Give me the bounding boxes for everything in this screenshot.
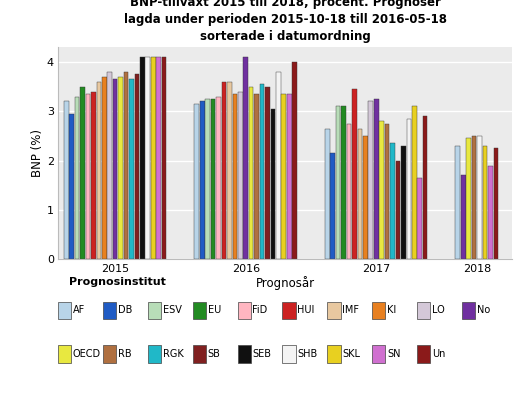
Bar <box>80 86 85 259</box>
Bar <box>494 148 498 259</box>
Bar <box>379 121 384 259</box>
Bar <box>216 97 221 259</box>
Bar <box>124 72 128 259</box>
Text: AF: AF <box>73 305 85 316</box>
Bar <box>238 92 242 259</box>
Bar <box>205 99 210 259</box>
Bar <box>156 57 161 259</box>
Bar <box>135 74 139 259</box>
Bar <box>281 94 286 259</box>
Bar <box>466 138 471 259</box>
Bar <box>293 62 297 259</box>
Bar <box>363 136 367 259</box>
X-axis label: Prognosår: Prognosår <box>256 276 315 290</box>
Bar <box>347 124 351 259</box>
Bar <box>357 129 362 259</box>
Bar <box>488 165 493 259</box>
Text: Prognosinstitut: Prognosinstitut <box>69 277 165 287</box>
Bar <box>287 94 291 259</box>
Bar <box>86 94 90 259</box>
Bar <box>227 82 232 259</box>
Bar <box>423 116 428 259</box>
Text: SEB: SEB <box>252 349 271 359</box>
Bar <box>385 124 389 259</box>
Text: No: No <box>477 305 490 316</box>
Text: LO: LO <box>432 305 445 316</box>
Text: SN: SN <box>387 349 401 359</box>
Bar <box>129 79 134 259</box>
Text: FiD: FiD <box>252 305 268 316</box>
Bar <box>331 153 335 259</box>
Bar <box>200 101 204 259</box>
Bar <box>270 109 275 259</box>
Bar <box>113 79 118 259</box>
Bar <box>140 57 145 259</box>
Bar <box>325 129 329 259</box>
Bar <box>461 176 466 259</box>
Bar <box>64 101 69 259</box>
Bar <box>418 178 422 259</box>
Text: RB: RB <box>118 349 131 359</box>
Text: IMF: IMF <box>342 305 359 316</box>
Bar <box>352 89 357 259</box>
Bar <box>395 161 400 259</box>
Bar <box>390 143 395 259</box>
Bar <box>102 77 107 259</box>
Text: SKL: SKL <box>342 349 360 359</box>
Bar <box>260 84 265 259</box>
Text: RGK: RGK <box>163 349 183 359</box>
Bar <box>75 97 79 259</box>
Text: ESV: ESV <box>163 305 182 316</box>
Bar <box>336 107 341 259</box>
Bar <box>146 57 150 259</box>
Bar <box>243 57 248 259</box>
Bar <box>412 107 417 259</box>
Bar <box>232 94 237 259</box>
Title: BNP-tillväxt 2015 till 2018, procent. Prognoser
lagda under perioden 2015-10-18 : BNP-tillväxt 2015 till 2018, procent. Pr… <box>124 0 447 43</box>
Bar <box>483 146 487 259</box>
Bar <box>118 77 123 259</box>
Bar <box>222 82 227 259</box>
Bar <box>401 146 406 259</box>
Bar <box>91 92 96 259</box>
Bar <box>369 101 373 259</box>
Bar <box>249 86 253 259</box>
Bar <box>477 136 482 259</box>
Bar <box>69 114 74 259</box>
Bar <box>456 146 460 259</box>
Bar <box>107 72 112 259</box>
Y-axis label: BNP (%): BNP (%) <box>31 129 44 177</box>
Bar <box>374 99 379 259</box>
Text: EU: EU <box>208 305 221 316</box>
Text: HUI: HUI <box>297 305 315 316</box>
Text: SHB: SHB <box>297 349 317 359</box>
Bar <box>151 57 156 259</box>
Bar <box>194 104 199 259</box>
Bar <box>254 94 259 259</box>
Bar <box>472 136 476 259</box>
Bar <box>407 119 411 259</box>
Bar <box>211 99 215 259</box>
Bar <box>265 86 270 259</box>
Text: KI: KI <box>387 305 397 316</box>
Text: Un: Un <box>432 349 445 359</box>
Text: OECD: OECD <box>73 349 101 359</box>
Bar <box>276 72 281 259</box>
Bar <box>341 107 346 259</box>
Text: DB: DB <box>118 305 132 316</box>
Bar <box>97 82 101 259</box>
Text: SB: SB <box>208 349 220 359</box>
Bar <box>162 57 166 259</box>
